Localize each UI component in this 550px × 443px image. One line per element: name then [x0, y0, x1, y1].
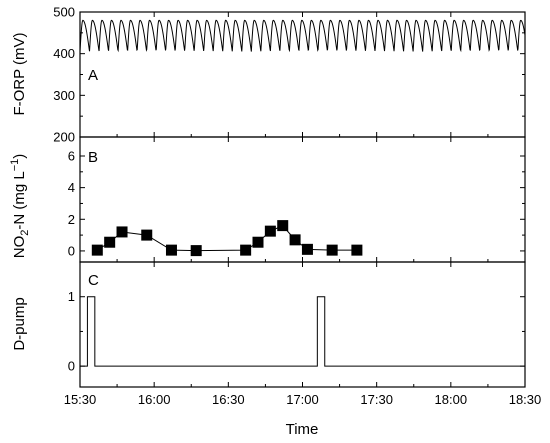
x-axis-ticks: 15:30 16:00 16:30 17:00 17:30 18:00 18:30: [64, 12, 542, 407]
no2-n-point: [240, 244, 252, 256]
f-orp-trace: [79, 19, 526, 53]
y-tick-label: 4: [68, 180, 75, 195]
y-tick-label: 1: [68, 289, 75, 304]
y-tick-label: 500: [53, 5, 75, 20]
x-tick-label: 15:30: [64, 392, 97, 407]
no2-n-point: [351, 244, 363, 256]
panel-b-frame: [79, 136, 526, 263]
x-axis-label: Time: [286, 421, 319, 438]
ylabel-b-end: ): [11, 154, 28, 159]
ylabel-b-sub: 2: [19, 230, 31, 236]
y-tick-label: 0: [68, 359, 75, 374]
no2-n-point: [289, 234, 301, 246]
x-tick-label: 16:00: [138, 392, 171, 407]
no2-n-point: [116, 226, 128, 238]
no2-n-point: [252, 236, 264, 248]
y-tick-label: 200: [53, 130, 75, 145]
no2-n-line: [97, 225, 357, 252]
x-tick-label: 17:30: [360, 392, 393, 407]
x-tick-label: 17:00: [286, 392, 319, 407]
y-tick-label: 300: [53, 88, 75, 103]
panel-c: 01 C D-pump: [11, 261, 526, 388]
y-tick-label: 2: [68, 212, 75, 227]
panel-a-label: A: [88, 67, 98, 84]
panel-c-frame: [79, 261, 526, 388]
panel-c-label: C: [88, 272, 99, 289]
panel-b-y-axis-label: NO2-N (mg L−1): [9, 154, 31, 259]
panel-b-y-ticks: 0 2 4 6: [68, 148, 525, 258]
no2-n-point: [190, 245, 202, 257]
ylabel-b-mid: -N (mg L: [11, 171, 28, 229]
no2-n-point: [104, 236, 116, 248]
y-tick-label: 6: [68, 148, 75, 163]
panel-a-y-axis-label: F-ORP (mV): [11, 32, 28, 115]
x-tick-label: 18:00: [435, 392, 468, 407]
no2-n-point: [277, 220, 289, 232]
panel-a-y-ticks: 200 300 400 500: [53, 5, 525, 145]
d-pump-trace: [80, 296, 526, 367]
no2-n-markers: [91, 220, 363, 257]
ylabel-b-main: NO: [11, 236, 28, 259]
x-tick-label: 18:30: [509, 392, 542, 407]
panel-a-frame: [79, 11, 526, 138]
y-tick-label: 400: [53, 46, 75, 61]
panel-c-y-axis-label: D-pump: [11, 297, 28, 350]
x-tick-label: 16:30: [212, 392, 245, 407]
no2-n-point: [91, 244, 103, 256]
no2-n-point: [301, 243, 313, 255]
no2-n-point: [165, 244, 177, 256]
no2-n-point: [141, 229, 153, 241]
ylabel-b-sup: −1: [9, 159, 21, 172]
no2-n-point: [326, 244, 338, 256]
panel-c-y-ticks: 01: [68, 289, 525, 374]
panel-a: 200 300 400 500 A F-ORP (mV): [11, 5, 526, 145]
no2-n-point: [264, 225, 276, 237]
panel-b-label: B: [88, 149, 98, 166]
y-tick-label: 0: [68, 243, 75, 258]
